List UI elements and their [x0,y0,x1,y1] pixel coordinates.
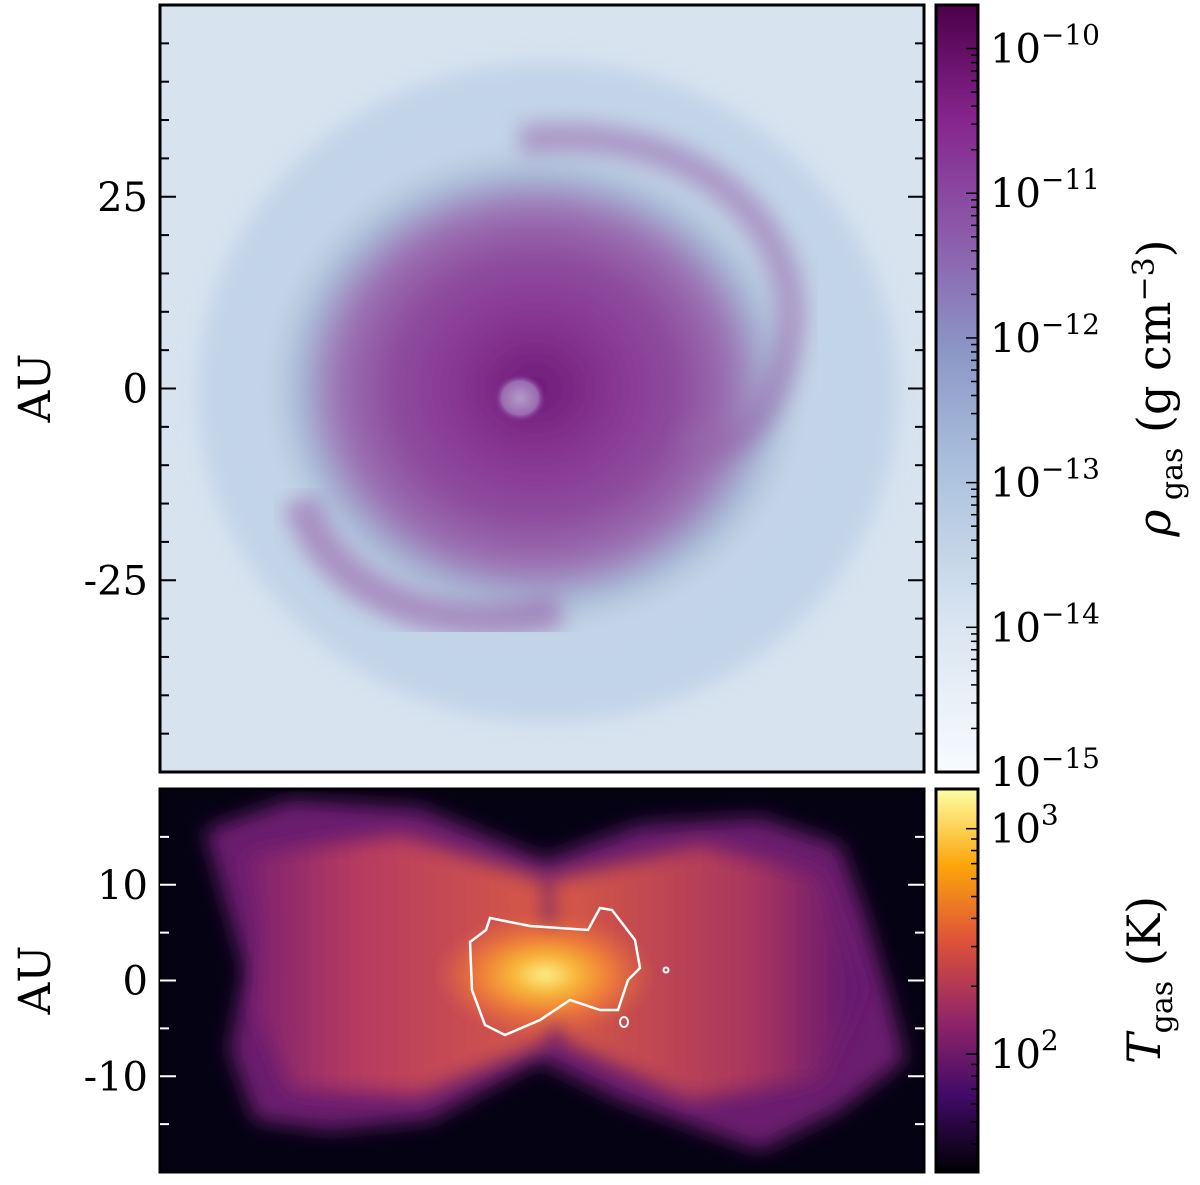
temperature-colorbar [936,789,978,1172]
density-y-ticks: 25 0 -25 [84,42,924,735]
colorbar-tick-label: 10−11 [990,163,1100,217]
density-map [160,5,924,772]
y-tick-label: -10 [84,1054,148,1100]
y-tick-label: 25 [97,175,148,221]
y-tick-label: 0 [123,367,148,413]
y-tick-label: -25 [84,558,148,604]
temperature-y-axis-label: AU [10,946,61,1016]
temperature-y-ticks: 10 0 -10 [84,835,924,1126]
density-colorbar-label: ρ gas (g cm−3) [1127,239,1190,537]
colorbar-tick-label: 102 [990,1024,1059,1078]
density-y-axis-label: AU [10,354,61,424]
colorbar-tick-label: 10−12 [990,308,1100,362]
temperature-panel: 10 0 -10 AU 103 102 Tgas (K) [10,787,1180,1174]
colorbar-tick-label: 10−10 [990,19,1100,73]
y-tick-label: 0 [123,959,148,1005]
temperature-map [160,789,924,1172]
colorbar-tick-label: 103 [990,799,1059,853]
density-colorbar [936,5,978,772]
temperature-contour [468,906,642,1037]
density-panel: 25 0 -25 AU 10−10 10−11 10−12 10−13 10−14 10−15… [10,3,1190,796]
y-tick-label: 10 [97,863,148,909]
colorbar-tick-label: 10−14 [990,597,1100,651]
temperature-colorbar-label: Tgas (K) [1117,896,1180,1064]
temperature-colorbar-ticks: 103 102 [966,799,1059,1173]
density-colorbar-ticks: 10−10 10−11 10−12 10−13 10−14 10−15 [966,4,1100,796]
colorbar-tick-label: 10−15 [990,742,1100,796]
colorbar-tick-label: 10−13 [990,453,1100,507]
